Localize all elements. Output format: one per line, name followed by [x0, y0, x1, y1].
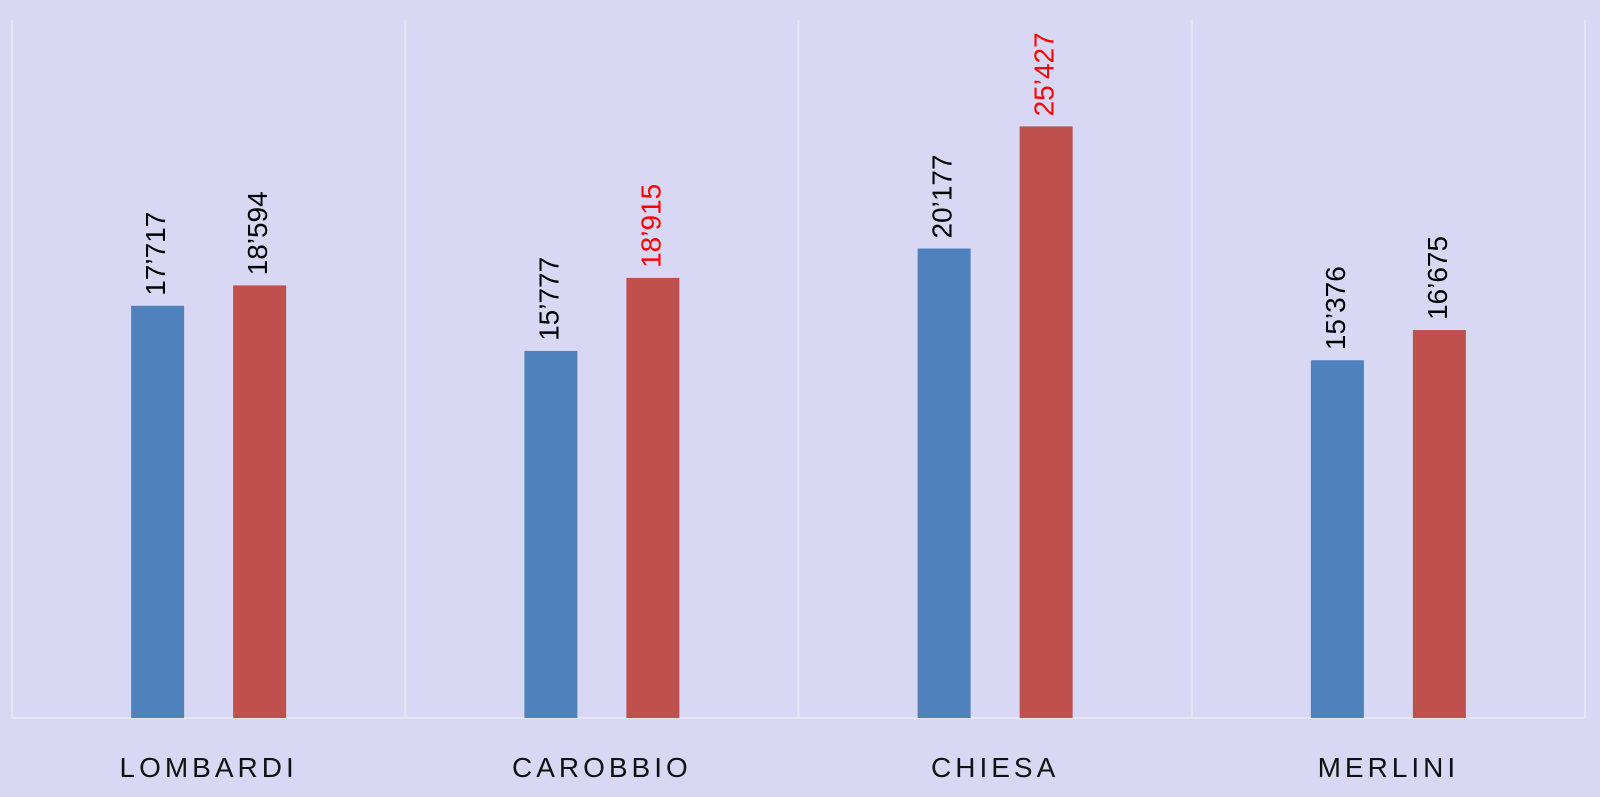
value-label: 16’675	[1422, 236, 1453, 320]
bar	[524, 350, 578, 718]
bar	[1412, 330, 1466, 718]
x-tick-label: MERLINI	[1318, 752, 1460, 783]
x-tick-label: CAROBBIO	[512, 752, 692, 783]
value-label: 15’777	[533, 257, 564, 341]
bar	[917, 248, 971, 718]
x-tick-label: CHIESA	[931, 752, 1059, 783]
bar	[131, 305, 185, 718]
bar	[1310, 360, 1364, 718]
value-label: 17’717	[140, 212, 171, 296]
value-label: 25’427	[1029, 32, 1060, 116]
value-label: 18’915	[635, 184, 666, 268]
bar	[1019, 126, 1073, 719]
value-label: 18’594	[242, 191, 273, 275]
bar	[626, 277, 680, 718]
x-tick-label: LOMBARDI	[120, 752, 298, 783]
value-label: 15’376	[1320, 266, 1351, 350]
bar	[233, 285, 287, 718]
value-label: 20’177	[927, 154, 958, 238]
